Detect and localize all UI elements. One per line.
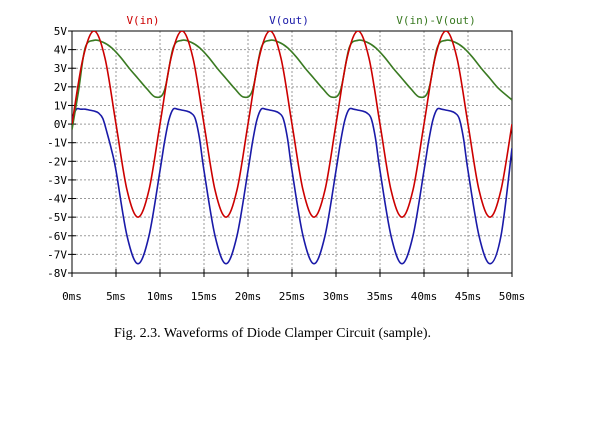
y-tick-label: 2V: [54, 81, 68, 94]
y-tick-label: 3V: [54, 62, 68, 75]
figure-caption: Fig. 2.3. Waveforms of Diode Clamper Cir…: [113, 326, 432, 341]
legend-entry-v-in-v-out: V(in)-V(out): [396, 14, 475, 27]
y-tick-label: -7V: [47, 248, 67, 261]
y-tick-label: -6V: [47, 230, 67, 243]
x-tick-label: 40ms: [411, 290, 438, 303]
x-tick-label: 5ms: [106, 290, 126, 303]
x-tick-label: 25ms: [279, 290, 306, 303]
axes: 5V 4V 3V 2V 1V 0V -1V -2V -3V -4V -5V -6V -7V -8V 0ms 5…: [47, 25, 525, 303]
x-tick-label: 10ms: [147, 290, 174, 303]
y-tick-label: -1V: [47, 137, 67, 150]
legend-entry-v-out: V(out): [269, 14, 309, 27]
x-tick-label: 35ms: [367, 290, 394, 303]
y-tick-label: 1V: [54, 99, 68, 112]
x-tick-label: 0ms: [62, 290, 82, 303]
y-tick-label: -8V: [47, 267, 67, 280]
x-tick-label: 30ms: [323, 290, 350, 303]
grid: [72, 31, 512, 273]
y-tick-label: -4V: [47, 193, 67, 206]
y-tick-label: 5V: [54, 25, 68, 38]
x-tick-label: 15ms: [191, 290, 218, 303]
y-tick-label: -3V: [47, 174, 67, 187]
x-tick-label: 20ms: [235, 290, 262, 303]
legend-entry-v-in: V(in): [126, 14, 159, 27]
legend: V(in) V(out) V(in)-V(out): [126, 14, 475, 27]
series-line-v-out: [72, 107, 512, 265]
x-tick-label: 45ms: [455, 290, 482, 303]
x-tick-label: 50ms: [499, 290, 526, 303]
y-tick-label: 4V: [54, 44, 68, 57]
series-line-v-in: [72, 31, 512, 218]
y-tick-label: 0V: [54, 118, 68, 131]
y-tick-label: -2V: [47, 155, 67, 168]
y-tick-label: -5V: [47, 211, 67, 224]
series-layer: [72, 31, 512, 265]
